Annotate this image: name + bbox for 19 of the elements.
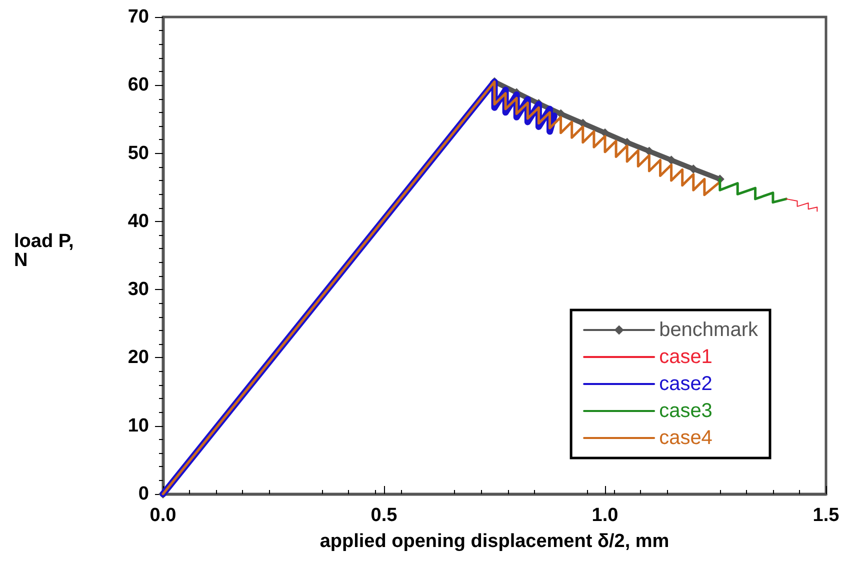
y-tick-label: 40	[128, 210, 149, 232]
legend-label: benchmark	[659, 319, 759, 341]
y-tick-label: 20	[128, 347, 149, 368]
legend-label: case1	[659, 346, 712, 368]
x-axis-title: applied opening displacement δ/2, mm	[320, 531, 670, 552]
x-tick-label: 1.5	[812, 505, 840, 526]
y-tick-label: 60	[128, 74, 149, 96]
y-tick-label: 10	[128, 415, 149, 436]
legend-label: case2	[659, 373, 712, 395]
x-tick-label: 0.0	[150, 505, 176, 526]
y-tick-label: 50	[128, 142, 149, 164]
y-tick-label: 0	[138, 484, 149, 504]
x-tick-label: 1.0	[592, 505, 618, 526]
y-axis-title: load P, N	[14, 231, 80, 271]
y-tick-label: 30	[128, 279, 149, 300]
x-tick-label: 0.5	[370, 505, 398, 526]
legend-label: case3	[659, 400, 712, 422]
y-tick-label: 70	[128, 6, 149, 28]
legend-label: case4	[659, 427, 712, 449]
